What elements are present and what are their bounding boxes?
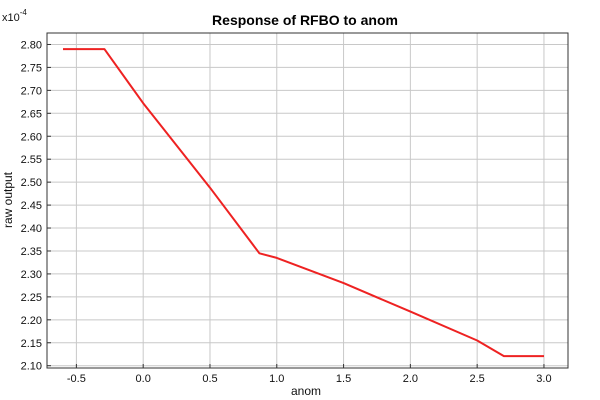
y-tick-label: 2.75	[21, 62, 42, 74]
y-tick-label: 2.55	[21, 154, 42, 166]
y-tick-label: 2.20	[21, 315, 42, 327]
series-layer	[63, 48, 544, 358]
y-axis-multiplier: x10-4	[2, 8, 27, 24]
x-tick-label: 1.0	[269, 373, 284, 385]
y-multiplier-base: x10	[2, 12, 20, 24]
x-tick-label: 0.5	[202, 373, 217, 385]
x-tick-label: 0.0	[136, 373, 151, 385]
y-tick-label: 2.40	[21, 223, 42, 235]
chart-title: Response of RFBO to anom	[212, 12, 398, 28]
y-tick-label: 2.70	[21, 85, 42, 97]
x-tick-label: 2.0	[403, 373, 418, 385]
x-tick-label: -0.5	[67, 373, 86, 385]
y-tick-label: 2.45	[21, 200, 42, 212]
grid	[47, 33, 568, 368]
plot-area-frame	[46, 32, 569, 369]
y-tick-label: 2.80	[21, 39, 42, 51]
y-tick-label: 2.15	[21, 338, 42, 350]
y-tick-label: 2.60	[21, 131, 42, 143]
x-tick-label: 1.5	[336, 373, 351, 385]
y-tick-label: 2.65	[21, 108, 42, 120]
y-tick-label: 2.30	[21, 269, 42, 281]
y-tick-label: 2.35	[21, 246, 42, 258]
y-tick-label: 2.50	[21, 177, 42, 189]
y-tick-label: 2.25	[21, 292, 42, 304]
series-line	[63, 48, 544, 358]
axis-ticks: -0.5 0.0 0.5 1.0 1.5 2.0 2.5 3.0 2.10 2.15 2.20 2.2…	[21, 39, 552, 385]
y-multiplier-exponent: -4	[20, 8, 28, 17]
y-axis-label: raw output	[1, 171, 15, 228]
x-tick-label: 2.5	[470, 373, 485, 385]
y-tick-label: 2.10	[21, 361, 42, 373]
x-axis-label: anom	[291, 384, 321, 398]
x-tick-label: 3.0	[536, 373, 551, 385]
